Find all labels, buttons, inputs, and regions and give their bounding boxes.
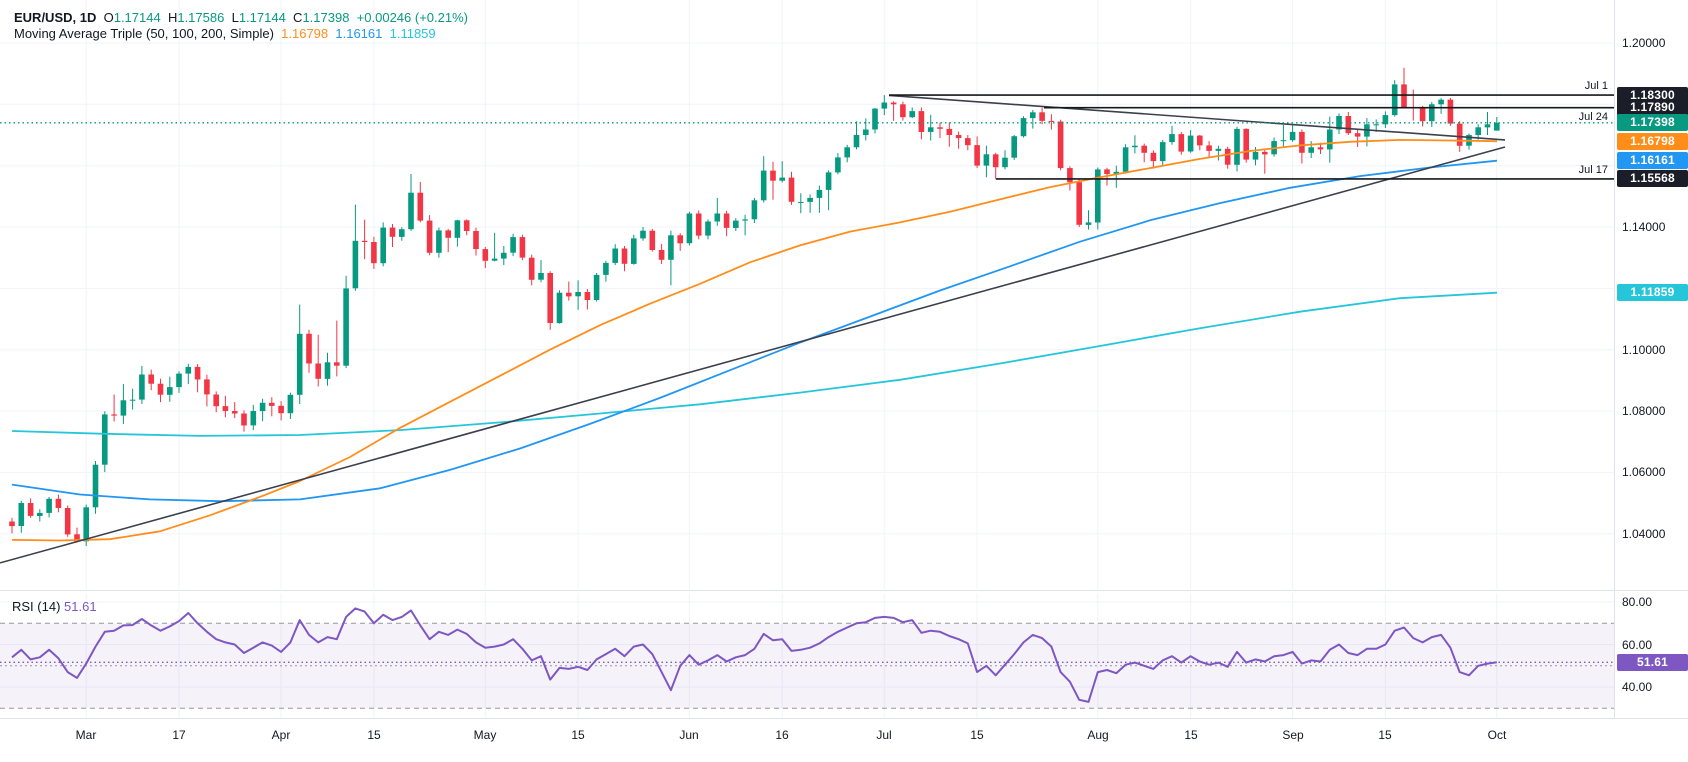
- time-axis-label: May: [473, 728, 497, 742]
- price-badge: 1.15568: [1617, 170, 1688, 187]
- level-date-label: Jul 1: [1585, 80, 1608, 92]
- price-axis-label: 1.10000: [1622, 343, 1666, 357]
- symbol-title[interactable]: EUR/USD, 1D: [14, 10, 97, 25]
- time-axis-label: Aug: [1087, 728, 1109, 742]
- rsi-title[interactable]: RSI (14): [12, 599, 61, 614]
- price-axis-label: 1.08000: [1622, 404, 1666, 418]
- ohlc-close-key: C: [293, 10, 303, 25]
- time-axis-label: Oct: [1487, 728, 1507, 742]
- ohlc-open-key: O: [103, 10, 114, 25]
- ma50-value: 1.16798: [281, 26, 329, 41]
- price-axis-label: 1.04000: [1622, 527, 1666, 541]
- rsi-badge: 51.61: [1617, 654, 1688, 671]
- rsi-legend[interactable]: RSI (14) 51.61: [12, 599, 97, 614]
- change-value: +0.00246 (+0.21%): [356, 10, 468, 25]
- rsi-line: [11, 607, 1497, 703]
- candles-layer: [9, 67, 1500, 546]
- time-axis-label: 15: [1184, 728, 1198, 742]
- price-badge: 1.17890: [1617, 99, 1688, 116]
- ma200-line: [11, 291, 1498, 437]
- level-date-label: Jul 24: [1579, 111, 1608, 123]
- time-axis-label: 16: [775, 728, 789, 742]
- rsi-axis-label: 80.00: [1622, 595, 1653, 609]
- time-axis-label: 15: [1378, 728, 1392, 742]
- time-axis-label: Mar: [75, 728, 97, 742]
- gridlines: [0, 0, 1614, 718]
- price-axis-label: 1.20000: [1622, 36, 1666, 50]
- price-axis-label: 1.14000: [1622, 220, 1666, 234]
- ma-indicator-title[interactable]: Moving Average Triple (50, 100, 200, Sim…: [14, 26, 274, 41]
- price-axis-label: 1.06000: [1622, 465, 1666, 479]
- ohlc-high-key: H: [167, 10, 178, 25]
- time-axis-label: Sep: [1282, 728, 1304, 742]
- price-badge: 1.16161: [1617, 152, 1688, 169]
- rsi-value: 51.61: [64, 599, 97, 614]
- ma200-value: 1.11859: [389, 26, 436, 41]
- time-axis-label: 15: [571, 728, 585, 742]
- ma100-line: [11, 159, 1498, 503]
- ma50-line: [11, 138, 1498, 542]
- chart-legend[interactable]: EUR/USD, 1D O1.17144 H1.17586 L1.17144 C…: [14, 10, 468, 42]
- ohlc-open-value: 1.17144: [113, 10, 161, 25]
- pane-separators[interactable]: [0, 0, 1688, 719]
- time-axis-label: 15: [970, 728, 984, 742]
- price-badge: 1.11859: [1617, 284, 1688, 301]
- price-axis[interactable]: 1.20000 1.14000 1.10000 1.08000 1.06000 1.040…: [1614, 0, 1688, 718]
- time-axis[interactable]: Mar 17 Apr 15 May 15 Jun 16 Jul 15 Aug 15 Sep 15 Oct: [0, 718, 1688, 762]
- trendlines[interactable]: [0, 94, 1506, 564]
- ohlc-low-value: 1.17144: [238, 10, 286, 25]
- time-axis-label: Jun: [679, 728, 699, 742]
- price-badge: 1.17398: [1617, 114, 1688, 131]
- ohlc-close-value: 1.17398: [302, 10, 350, 25]
- time-axis-label: Apr: [271, 728, 291, 742]
- rsi-axis-label: 60.00: [1622, 638, 1653, 652]
- ohlc-low-key: L: [231, 10, 239, 25]
- price-badge: 1.16798: [1617, 133, 1688, 150]
- level-date-label: Jul 17: [1579, 164, 1608, 176]
- time-axis-label: Jul: [876, 728, 892, 742]
- symbol-ohlc-row[interactable]: EUR/USD, 1D O1.17144 H1.17586 L1.17144 C…: [14, 10, 468, 26]
- rsi-band: [0, 622, 1614, 709]
- time-axis-label: 17: [172, 728, 186, 742]
- time-axis-label: 15: [367, 728, 381, 742]
- rsi-axis-label: 40.00: [1622, 680, 1653, 694]
- ma-indicator-row[interactable]: Moving Average Triple (50, 100, 200, Sim…: [14, 26, 468, 42]
- ohlc-high-value: 1.17586: [177, 10, 225, 25]
- price-levels[interactable]: Jul 1 Jul 24 Jul 17: [889, 80, 1614, 180]
- ma100-value: 1.16161: [335, 26, 383, 41]
